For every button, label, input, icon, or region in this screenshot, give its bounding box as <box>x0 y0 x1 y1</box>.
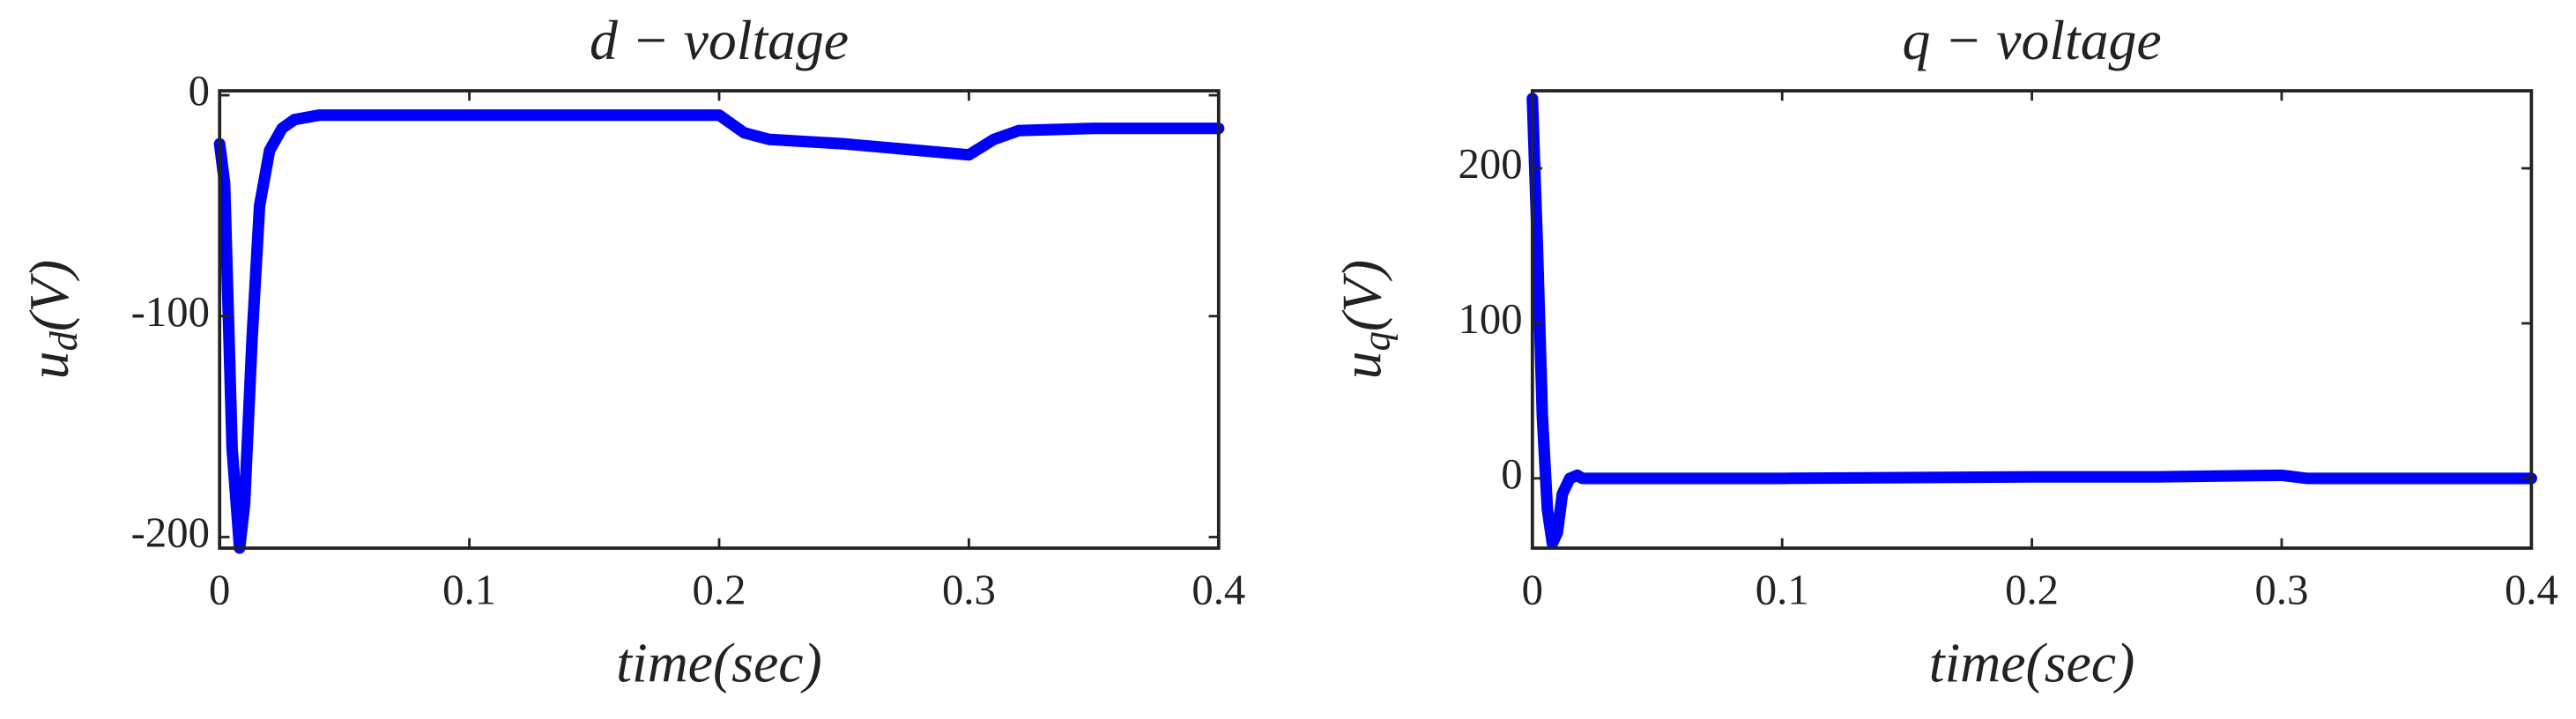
chart-panel: d − voltage time(sec) ud(V) 0 0.1 0.2 0.3 0.4 -2… <box>17 9 1245 693</box>
chart-panel: q − voltage time(sec) uq(V) 0 0.1 0.2 0.3 0.4 0 1… <box>1330 9 2558 693</box>
y-tick-label: 100 <box>1459 295 1523 343</box>
y-axis-label-part: (V) <box>1330 260 1392 331</box>
y-axis-label-part: d <box>41 331 85 352</box>
chart-title: q − voltage <box>1903 9 2162 71</box>
y-axis-label-part: u <box>1330 352 1392 380</box>
y-tick-label: -200 <box>131 509 210 557</box>
data-line <box>1526 93 2537 550</box>
y-tick-label: 200 <box>1459 140 1523 188</box>
axes-box <box>218 89 1221 550</box>
x-tick-label: 0.3 <box>942 567 996 614</box>
chart-title: d − voltage <box>590 9 849 71</box>
y-axis-label-part: u <box>17 352 79 380</box>
x-tick-label: 0.1 <box>442 567 496 614</box>
x-tick-label: 0 <box>209 567 230 614</box>
y-axis-label-part: q <box>1355 331 1399 351</box>
x-tick-label: 0.2 <box>693 567 746 614</box>
x-tick-label: 0 <box>1522 567 1543 614</box>
y-tick-label: -100 <box>131 288 210 336</box>
x-tick-label: 0.1 <box>1756 567 1809 614</box>
x-axis-label: time(sec) <box>616 631 821 693</box>
x-tick-label: 0.4 <box>1191 567 1245 614</box>
axes-box <box>1530 89 2534 550</box>
y-tick-label: 0 <box>1501 450 1522 498</box>
x-tick-label: 0.3 <box>2255 567 2309 614</box>
y-tick-label: 0 <box>189 67 210 115</box>
x-axis-label: time(sec) <box>1929 631 2134 693</box>
x-tick-label: 0.2 <box>2005 567 2059 614</box>
y-axis-label-part: (V) <box>17 260 79 331</box>
y-axis-label: uq(V) <box>1330 260 1399 380</box>
x-tick-label: 0.4 <box>2505 567 2558 614</box>
y-axis-label: ud(V) <box>17 260 85 380</box>
data-line <box>213 109 1225 554</box>
